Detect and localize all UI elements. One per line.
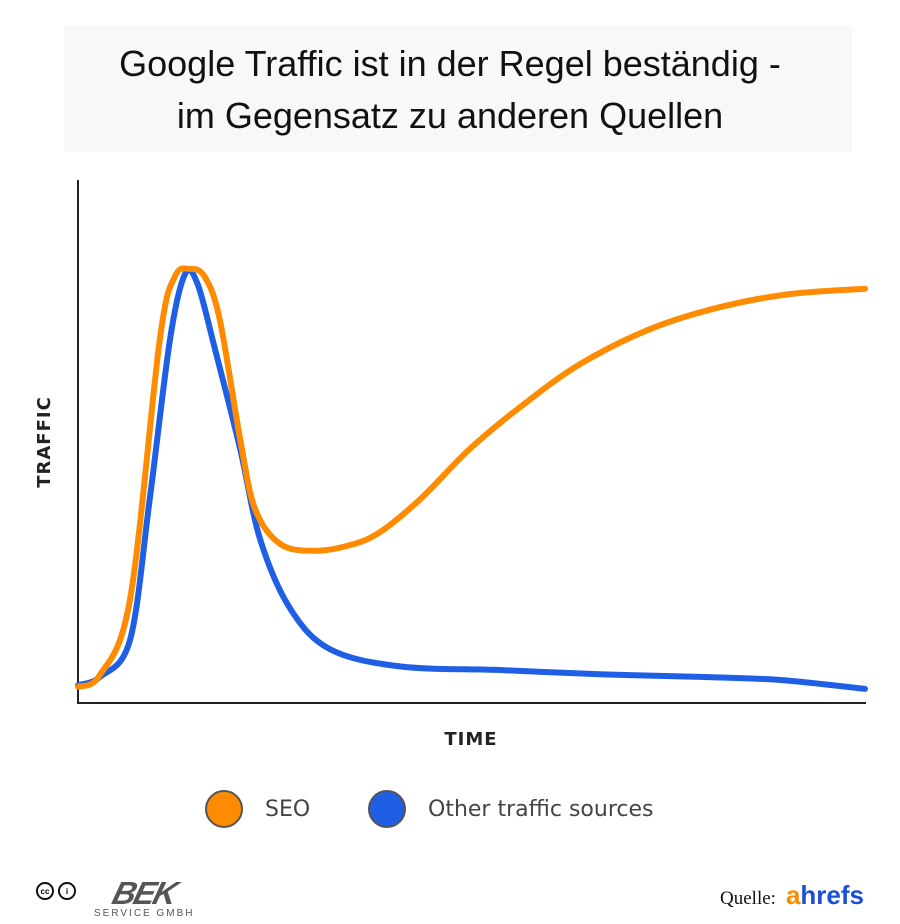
cc-icon: cc (36, 882, 54, 900)
source: Quelle: ahrefs (720, 880, 864, 911)
footer-left: cc i BEK SERVICE GMBH (36, 875, 195, 919)
x-axis-label: TIME (444, 729, 497, 750)
bek-logo-subtitle: SERVICE GMBH (94, 908, 195, 919)
attribution-icon: i (58, 882, 76, 900)
legend-item-other: Other traffic sources (368, 790, 654, 828)
y-axis-label: TRAFFIC (34, 396, 55, 488)
bek-logo: BEK SERVICE GMBH (94, 875, 195, 919)
legend-swatch-seo (205, 790, 243, 828)
title-line-1: Google Traffic ist in der Regel beständi… (119, 43, 781, 84)
legend-item-seo: SEO (205, 790, 310, 828)
ahrefs-logo: ahrefs (785, 880, 864, 910)
bek-logo-mark: BEK (108, 875, 180, 911)
title-background (64, 26, 852, 152)
chart-title: Google Traffic ist in der Regel beständi… (0, 38, 900, 142)
legend-label-other: Other traffic sources (428, 796, 654, 822)
series-line-other-traffic (75, 266, 868, 692)
title-line-2: im Gegensatz zu anderen Quellen (176, 95, 724, 136)
source-label: Quelle: (720, 888, 776, 909)
legend-label-seo: SEO (265, 796, 311, 822)
series-line-seo (75, 265, 868, 690)
legend-swatch-other (368, 790, 406, 828)
